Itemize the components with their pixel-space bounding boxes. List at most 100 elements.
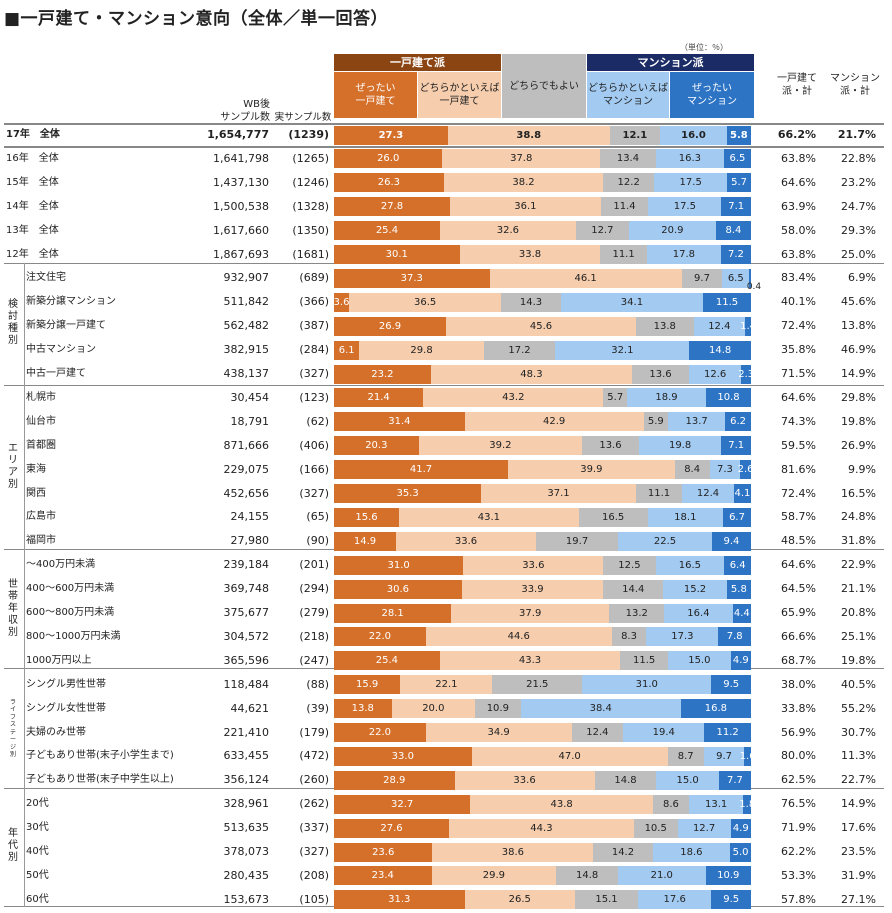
bar-value-label: 25.4 xyxy=(375,655,399,667)
bar-value-label: 19.7 xyxy=(565,535,589,547)
bar-value-label: 5.8 xyxy=(730,129,748,141)
bar-value-label: 19.4 xyxy=(652,727,675,738)
row-label: 注文住宅 xyxy=(26,272,66,284)
bar-segment xyxy=(652,842,731,862)
bar-segment xyxy=(655,555,725,575)
bar-segment xyxy=(334,436,420,456)
bar-value-label: 23.6 xyxy=(372,846,395,858)
bar-segment xyxy=(425,723,572,742)
house-total-value: 64.5% xyxy=(781,582,816,596)
mansion-total-value: 9.9% xyxy=(848,462,876,476)
mansion-total-value: 14.9% xyxy=(841,797,876,811)
bar-value-label: 22.1 xyxy=(435,679,458,691)
bar-value-label: 7.1 xyxy=(728,440,745,452)
bar-segment xyxy=(520,699,682,719)
bar-segment xyxy=(334,364,432,384)
bar-segment xyxy=(637,890,712,910)
bar-segment xyxy=(709,460,741,480)
bar-value-label: 35.3 xyxy=(396,488,419,499)
row-label: シングル女性世帯 xyxy=(26,702,106,714)
mansion-total-value: 19.8% xyxy=(841,414,876,428)
bar-value-label: 33.6 xyxy=(522,559,545,571)
house-total-value: 66.2% xyxy=(777,128,816,141)
header-real-sample: 実サンプル数 xyxy=(274,112,332,123)
wb-sample-value: 328,961 xyxy=(223,797,270,811)
series-header-2: どちらかといえば 一戸建て xyxy=(418,72,501,118)
real-sample-value: (201) xyxy=(299,558,329,572)
bar-segment xyxy=(703,292,752,312)
bar-value-label: 8.4 xyxy=(725,225,742,237)
bar-value-label: 12.2 xyxy=(617,177,640,189)
bar-value-label: 12.4 xyxy=(696,488,720,499)
bar-segment xyxy=(334,245,460,264)
bar-segment xyxy=(334,555,464,575)
bar-segment xyxy=(705,866,752,886)
bar-value-label: 20.0 xyxy=(422,703,445,715)
bar-value-label: 22.5 xyxy=(653,535,677,547)
bar-segment xyxy=(582,675,712,695)
bar-segment xyxy=(730,651,752,671)
house-total-value: 58.0% xyxy=(781,223,816,237)
wb-sample-value: 221,410 xyxy=(223,725,270,739)
bar-segment xyxy=(492,675,583,695)
bar-segment xyxy=(399,507,580,527)
row-label: 60代 xyxy=(26,893,49,905)
bar-segment xyxy=(724,555,752,575)
bar-value-label: 6.1 xyxy=(338,344,355,356)
bar-value-label: 34.1 xyxy=(620,296,644,308)
bar-value-label: 1.8 xyxy=(739,798,756,810)
mansion-total-value: 40.5% xyxy=(841,677,876,691)
bar-segment xyxy=(600,245,648,264)
bar-segment xyxy=(680,699,752,719)
bar-segment xyxy=(431,866,557,886)
bar-segment xyxy=(425,627,613,647)
real-sample-value: (247) xyxy=(299,653,329,667)
bar-value-label: 18.9 xyxy=(655,392,678,404)
bar-segment xyxy=(447,125,611,145)
real-sample-value: (62) xyxy=(306,414,329,428)
bar-value-label: 16.5 xyxy=(602,511,625,523)
bar-value-label: 14.4 xyxy=(622,583,645,595)
bar-segment xyxy=(663,579,728,599)
bar-segment xyxy=(743,794,752,814)
house-total-value: 65.9% xyxy=(781,606,816,619)
bar-segment xyxy=(334,412,466,432)
bar-value-label: 37.3 xyxy=(400,272,423,284)
bar-value-label: 14.8 xyxy=(709,344,732,356)
wb-sample-value: 118,484 xyxy=(223,677,270,691)
bar-segment xyxy=(730,818,752,838)
bar-value-label: 17.8 xyxy=(672,249,695,260)
bar-segment xyxy=(693,316,746,336)
bar-value-label: 25.4 xyxy=(375,225,399,237)
real-sample-value: (406) xyxy=(299,438,329,452)
house-total-value: 53.3% xyxy=(781,868,816,882)
bar-segment xyxy=(334,173,445,193)
group-label: エ リ ア 別 xyxy=(8,443,18,490)
real-sample-value: (387) xyxy=(299,319,329,333)
house-total-value: 48.5% xyxy=(781,534,816,548)
house-total-value: 72.4% xyxy=(781,486,816,500)
bar-segment xyxy=(733,484,752,503)
real-sample-value: (327) xyxy=(299,845,329,858)
real-sample-value: (1350) xyxy=(292,223,329,237)
real-sample-value: (105) xyxy=(299,892,329,906)
bar-segment xyxy=(334,149,443,169)
bar-value-label: 44.3 xyxy=(530,822,553,834)
bar-value-label: 11.1 xyxy=(647,488,671,499)
bar-value-label: 13.2 xyxy=(625,607,648,619)
wb-sample-value: 633,455 xyxy=(223,749,270,763)
real-sample-value: (218) xyxy=(299,629,329,643)
bar-value-label: 9.5 xyxy=(723,679,740,691)
mansion-total-value: 23.5% xyxy=(841,845,876,858)
bar-segment xyxy=(571,723,624,742)
row-label: 東海 xyxy=(26,463,46,475)
bar-segment xyxy=(334,484,482,503)
bar-segment xyxy=(396,531,537,551)
real-sample-value: (689) xyxy=(299,271,329,285)
bar-segment xyxy=(464,890,576,910)
bar-value-label: 9.7 xyxy=(694,272,710,284)
bar-value-label: 26.5 xyxy=(508,894,531,906)
wb-sample-value: 1,867,693 xyxy=(213,247,269,261)
bar-value-label: 43.2 xyxy=(502,392,525,404)
wb-sample-value: 153,673 xyxy=(223,892,270,906)
